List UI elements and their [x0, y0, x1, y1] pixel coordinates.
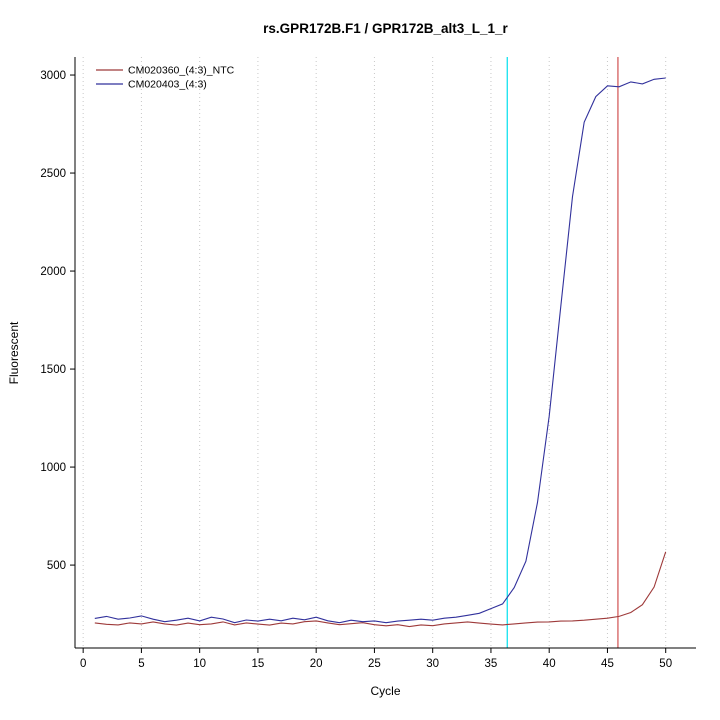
y-tick-label: 500	[47, 560, 66, 572]
legend-label: CM020360_(4:3)_NTC	[128, 65, 235, 77]
x-tick-label: 15	[252, 658, 265, 670]
x-tick-label: 10	[193, 658, 206, 670]
legend-label: CM020403_(4:3)	[128, 79, 207, 91]
chart-title: rs.GPR172B.F1 / GPR172B_alt3_L_1_r	[263, 21, 508, 36]
x-tick-label: 50	[659, 658, 672, 670]
x-tick-label: 5	[138, 658, 144, 670]
series-line-CM020403_(4:3)	[94, 77, 666, 624]
x-tick-label: 45	[601, 658, 614, 670]
x-tick-label: 20	[310, 658, 323, 670]
y-tick-label: 2000	[40, 266, 66, 278]
x-tick-label: 25	[368, 658, 381, 670]
x-axis-label: Cycle	[370, 684, 401, 698]
series-line-CM020360_(4:3)_NTC	[94, 551, 667, 628]
y-tick-label: 2500	[40, 168, 66, 180]
y-tick-label: 1000	[40, 462, 66, 474]
x-tick-label: 35	[485, 658, 498, 670]
x-tick-label: 0	[80, 658, 86, 670]
y-tick-label: 1500	[40, 364, 66, 376]
y-tick-label: 3000	[40, 70, 66, 82]
x-tick-label: 40	[543, 658, 556, 670]
x-tick-label: 30	[426, 658, 439, 670]
